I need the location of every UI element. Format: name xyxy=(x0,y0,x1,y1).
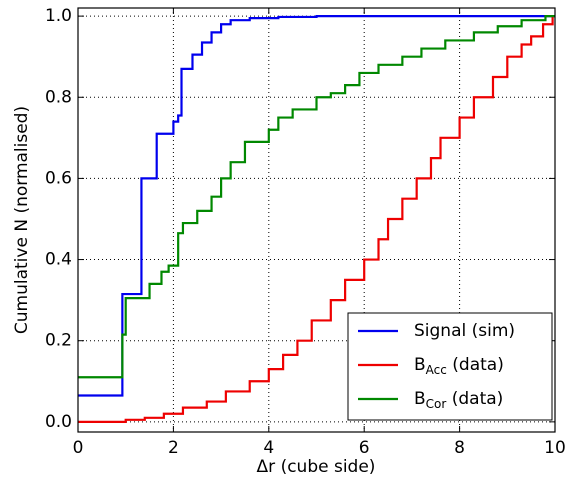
y-tick-label: 0.2 xyxy=(45,331,72,351)
legend-label-part: Signal (sim) xyxy=(414,321,515,341)
legend-label-part: Cor xyxy=(426,397,447,411)
x-axis-label: Δr (cube side) xyxy=(257,457,376,477)
x-tick-label: 0 xyxy=(73,438,84,458)
x-tick-label: 10 xyxy=(544,438,566,458)
step-line xyxy=(78,15,555,379)
x-tick-label: 6 xyxy=(359,438,370,458)
legend-label: Signal (sim) xyxy=(414,321,515,341)
y-tick-label: 0.8 xyxy=(45,87,72,107)
step-line xyxy=(78,15,555,423)
legend-label-part: (data) xyxy=(447,355,504,375)
legend-label: BCor (data) xyxy=(414,389,503,411)
x-tick-label: 8 xyxy=(454,438,465,458)
y-tick-label: 0.6 xyxy=(45,168,72,188)
y-tick-label: 0.0 xyxy=(45,412,72,432)
y-axis-label: Cumulative N (normalised) xyxy=(12,106,32,334)
legend-label-part: (data) xyxy=(446,389,503,409)
legend-label-part: Acc xyxy=(426,363,447,377)
legend-label-part: B xyxy=(414,355,426,375)
step-line xyxy=(78,15,555,397)
y-tick-label: 1.0 xyxy=(45,6,72,26)
x-tick-label: 2 xyxy=(168,438,179,458)
x-tick-label: 4 xyxy=(263,438,274,458)
legend-label: BAcc (data) xyxy=(414,355,504,377)
plot-frame xyxy=(77,7,556,433)
legend-label-part: B xyxy=(414,389,426,409)
y-tick-label: 0.4 xyxy=(45,250,72,270)
